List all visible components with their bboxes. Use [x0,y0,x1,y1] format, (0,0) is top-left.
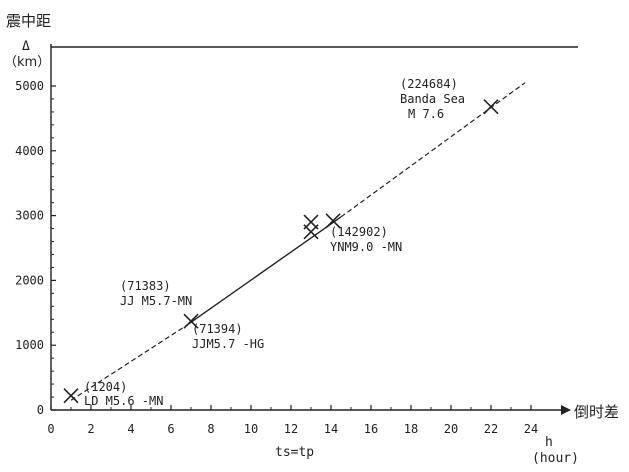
x-tick-label: 6 [167,422,174,436]
fit-line-dashed [340,82,526,218]
data-point-x-marker [183,313,199,329]
annotation-line: Banda Sea [400,92,465,106]
x-tick-label: 10 [244,422,258,436]
marker-stroke [303,214,319,230]
marker-stroke [183,313,199,329]
x-tick-label: 22 [484,422,498,436]
y-tick-label: 5000 [15,79,44,93]
annotation-line: (1204) [84,380,127,394]
annotation-label: (71394)JJM5.7 -HG [192,322,264,351]
data-point-x-marker [483,99,499,115]
x-tick-label: 16 [364,422,378,436]
annotation-label: (142902)YNM9.0 -MN [330,225,402,254]
annotation-line: JJ M5.7-MN [120,294,192,308]
x-tick-label: 24 [524,422,538,436]
x-tick-label: 0 [47,422,54,436]
annotation-line: (142902) [330,225,388,239]
x-axis-arrow [561,405,571,415]
x-tick-label: 12 [284,422,298,436]
annotation-line: M 7.6 [408,107,444,121]
y-tick-label: 0 [37,403,44,417]
y-tick-label: 3000 [15,209,44,223]
x-tick-label: 4 [127,422,134,436]
data-points [63,99,499,404]
data-point-x-marker [63,388,79,404]
x-axis-unit-hour: (hour) [532,451,579,466]
annotation-label: (1204)LD M5.6 -MN [84,380,163,408]
data-point-x-marker [325,213,341,229]
x-tick-label: 2 [87,422,94,436]
annotations: (1204)LD M5.6 -MN (71383)JJ M5.7-MN(71394… [84,77,465,408]
marker-stroke [483,99,499,115]
x-axis-unit-h: h [545,435,553,450]
data-point-x-marker [303,214,319,230]
marker-stroke [63,388,79,404]
fit-line [70,82,526,401]
y-axis-title-cn: 震中距 [6,12,51,30]
y-axis-title-symbol: Δ [22,39,30,54]
x-axis-formula: ts=tp [275,445,314,460]
x-tick-label: 18 [404,422,418,436]
fit-line-dashed [70,324,188,401]
axes [50,44,578,415]
marker-stroke [325,213,341,229]
annotation-line: YNM9.0 -MN [330,240,402,254]
x-tick-label: 20 [444,422,458,436]
annotation-line: (71383) [120,279,171,293]
annotation-line: LD M5.6 -MN [84,394,163,408]
annotation-label: (71383)JJ M5.7-MN [120,279,192,308]
annotation-line: (71394) [192,322,243,336]
annotation-line: (224684) [400,77,458,91]
x-tick-label: 8 [207,422,214,436]
x-tick-label: 14 [324,422,338,436]
annotation-line: JJM5.7 -HG [192,337,264,351]
y-axis-title-unit: （km） [4,55,50,70]
y-tick-label: 2000 [15,273,44,287]
fit-line-solid [186,216,342,326]
x-axis-title-cn: 倒时差 [574,403,619,421]
tick-marks [50,85,532,411]
y-tick-label: 1000 [15,338,44,352]
y-tick-label: 4000 [15,144,44,158]
